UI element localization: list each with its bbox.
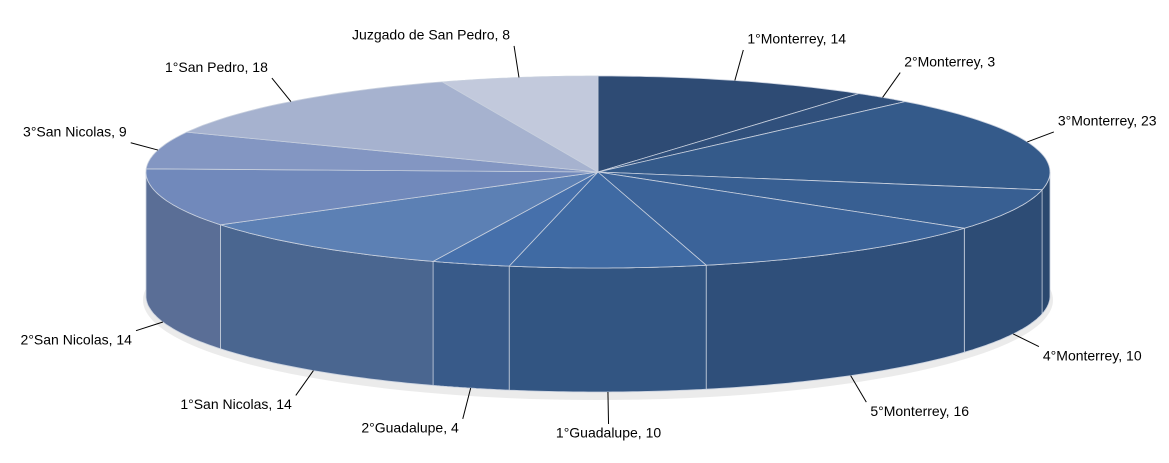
leader-line (135, 321, 164, 332)
leader-line (1012, 333, 1040, 348)
data-label: 3°Monterrey, 23 (1058, 113, 1157, 129)
leader-line (271, 77, 292, 102)
slice-side (508, 264, 707, 393)
data-label: 2°Monterrey, 3 (904, 53, 995, 69)
data-label: 2°Guadalupe, 4 (361, 420, 459, 436)
data-label: 1°San Nicolas, 14 (180, 396, 292, 412)
data-label: 3°San Nicolas, 9 (23, 123, 127, 139)
data-label: 1°San Pedro, 18 (165, 59, 268, 75)
data-label: 5°Monterrey, 16 (870, 403, 969, 419)
slice (596, 171, 965, 266)
data-label: Juzgado de San Pedro, 8 (352, 27, 510, 43)
leader-line (130, 142, 159, 151)
leader-line (734, 49, 744, 81)
slice-side (432, 260, 510, 391)
slice (431, 171, 599, 267)
slice (145, 168, 599, 226)
data-label: 1°Guadalupe, 10 (556, 425, 661, 441)
slice (185, 81, 599, 173)
slice-side (1041, 172, 1051, 315)
data-label: 4°Monterrey, 10 (1043, 347, 1142, 363)
slice (597, 75, 859, 173)
leader-line (462, 387, 472, 419)
data-label: 1°Monterrey, 14 (747, 31, 846, 47)
leader-line (295, 370, 314, 396)
slice (597, 171, 1043, 229)
leader-line (513, 45, 520, 78)
slice (145, 131, 599, 173)
slice (508, 171, 708, 269)
leader-line (882, 72, 901, 98)
leader-line (850, 375, 867, 403)
data-label: 2°San Nicolas, 14 (21, 331, 133, 347)
leader-line (1027, 131, 1055, 143)
slice (220, 171, 599, 262)
slice (441, 75, 599, 173)
leader-line (607, 391, 610, 424)
